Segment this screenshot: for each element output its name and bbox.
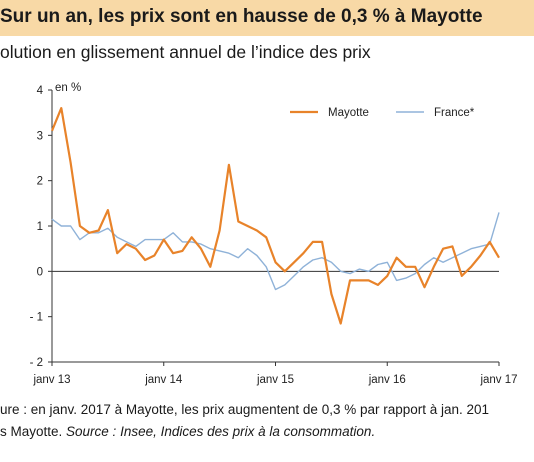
y-tick-label: 1 (37, 221, 43, 233)
x-tick-label: janv 16 (368, 374, 406, 386)
y-tick-label: - 1 (30, 312, 43, 324)
chart-subtitle: olution en glissement annuel de l’indice… (0, 42, 371, 62)
y-tick-label: 0 (37, 266, 43, 278)
x-tick-label: janv 13 (32, 374, 70, 386)
line-chart: - 2 - 1 0 1 2 3 4 en % janv 13 janv 14 janv 15 janv… (30, 82, 518, 386)
legend-label: France* (434, 107, 475, 119)
chart-source: s Mayotte. Source : Insee, Indices des p… (0, 424, 375, 439)
y-tick-label: 4 (37, 85, 44, 97)
legend-label: Mayotte (328, 107, 369, 119)
source-prefix: s Mayotte. (0, 424, 67, 439)
title-banner (0, 0, 534, 36)
source-label: Source : (66, 424, 117, 439)
x-tick-label: janv 17 (479, 374, 517, 386)
series-line-france (51, 212, 500, 291)
x-tick-label: janv 15 (256, 374, 294, 386)
y-axis-label: en % (55, 82, 81, 94)
chart-note: ure : en janv. 2017 à Mayotte, les prix … (0, 402, 490, 417)
x-tick-label: janv 14 (144, 374, 183, 386)
chart-title: Sur un an, les prix sont en hausse de 0,… (0, 6, 483, 27)
y-tick-label: - 2 (30, 357, 43, 369)
y-tick-label: 3 (37, 130, 43, 142)
y-tick-label: 2 (37, 176, 43, 188)
series-line-mayotte (50, 106, 500, 325)
source-text: Insee, Indices des prix à la consommatio… (116, 424, 376, 439)
